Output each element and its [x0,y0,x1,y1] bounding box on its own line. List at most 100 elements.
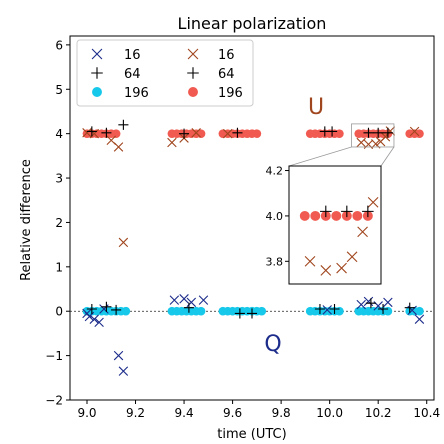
legend: 16 64 196 16 64 196 [76,39,254,107]
inset-data-point [357,226,368,238]
data-point [415,129,424,138]
legend-marker [187,67,199,79]
data-points [82,119,425,376]
legend-entry: 196 [92,86,149,101]
data-point [335,306,344,316]
inset-data-point [336,262,347,274]
data-point [356,299,366,310]
data-point [322,305,332,315]
legend-label: 196 [124,86,149,101]
data-point [86,303,97,315]
annotation-u: U [308,95,324,120]
data-point [89,314,99,324]
legend-entry: 16 [91,48,141,63]
legend-marker [92,87,102,97]
data-point [121,306,131,316]
zoom-connector-line [288,146,352,167]
inset-data-points [299,196,379,276]
x-axis-ticks: 9.0 9.2 9.4 9.6 9.8 10.0 10.2 10.4 [77,400,440,420]
inset-data-point [320,205,332,218]
y-tick-label: 0 [55,305,63,319]
inset-data-point [299,210,310,221]
legend-marker [187,48,199,60]
inset-y-tick-label: 3.8 [266,255,284,268]
inset-y-ticks: 3.8 4.0 4.2 [266,165,289,268]
x-tick-label: 9.0 [77,406,96,420]
data-point [404,302,415,313]
data-point [378,303,389,315]
data-point [94,317,104,328]
y-tick-label: 4 [55,127,63,141]
y-tick-label: 3 [55,172,63,186]
y-tick-label: 6 [55,38,63,52]
y-axis-ticks: −2 −1 0 1 2 3 4 5 6 [45,38,70,408]
legend-marker [91,48,103,60]
zoom-indicator [288,123,395,167]
y-tick-label: −1 [45,349,63,363]
data-point [246,308,258,319]
data-point [196,306,206,316]
legend-entry: 16 [187,48,235,63]
data-point [118,366,129,376]
legend-label: 16 [218,48,235,63]
x-tick-label: 9.4 [175,406,194,420]
legend-label: 16 [124,48,141,63]
inset-data-point [367,196,379,208]
data-point [356,137,366,148]
annotation-q: Q [264,332,281,357]
legend-entry: 196 [188,86,243,101]
zoom-connector-line [380,146,395,167]
data-point [183,302,194,313]
inset-zoom-plot: 3.8 4.0 4.2 [266,165,382,285]
data-point [414,314,425,324]
legend-label: 64 [218,67,235,82]
x-axis-label: time (UTC) [217,427,286,442]
x-tick-label: 10.0 [316,406,343,420]
legend-marker [188,87,198,97]
legend-label: 196 [218,86,243,101]
data-point [257,306,267,316]
data-point [179,294,189,304]
data-point [327,126,338,137]
inset-y-tick-label: 4.2 [266,165,284,178]
data-point [179,128,190,139]
data-point [101,127,112,138]
chart-title: Linear polarization [178,14,327,33]
inset-frame [288,165,382,285]
data-point [329,303,340,315]
inset-data-point [341,205,353,218]
y-tick-label: 2 [55,216,63,230]
inset-data-point [331,210,342,221]
zoom-source-region [351,123,395,148]
data-point [383,297,393,308]
data-point [167,137,177,148]
legend-entry: 64 [187,67,235,82]
x-tick-label: 10.4 [413,406,440,420]
x-tick-label: 10.2 [365,406,392,420]
data-point [113,350,124,361]
data-point [382,127,393,138]
data-point [111,129,121,138]
data-point [223,128,233,139]
inset-data-point [352,210,363,221]
y-tick-label: −2 [45,394,63,408]
y-tick-label: 1 [55,260,63,274]
data-point [415,306,424,316]
data-point [363,127,374,138]
inset-data-point [362,205,374,218]
y-tick-label: 5 [55,83,63,97]
legend-label: 64 [124,67,141,82]
data-point [101,301,112,312]
data-point [169,295,180,305]
data-point [118,119,129,130]
data-point [191,128,201,138]
data-point [234,308,245,319]
x-tick-label: 9.2 [126,406,145,420]
y-axis-label: Relative difference [19,159,34,281]
data-point [86,126,97,137]
data-point [113,142,124,152]
legend-box [76,39,254,107]
data-point [111,304,122,315]
data-point [373,127,384,138]
